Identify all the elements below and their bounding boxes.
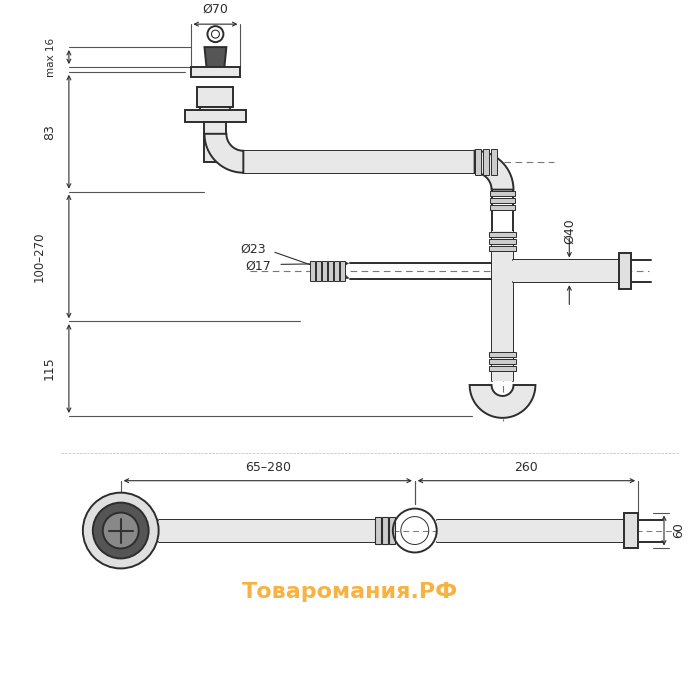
- Bar: [619, 253, 631, 289]
- Bar: [200, 107, 230, 110]
- Polygon shape: [475, 150, 514, 190]
- Bar: [489, 204, 515, 209]
- Bar: [334, 261, 339, 281]
- Text: Ø17: Ø17: [245, 260, 271, 273]
- Bar: [328, 261, 333, 281]
- Bar: [389, 517, 395, 545]
- Bar: [310, 261, 315, 281]
- Polygon shape: [204, 47, 226, 67]
- Bar: [624, 512, 638, 549]
- Bar: [185, 110, 246, 122]
- Bar: [491, 149, 496, 175]
- Bar: [482, 149, 489, 175]
- Text: 83: 83: [43, 124, 56, 140]
- Bar: [316, 261, 321, 281]
- Bar: [491, 232, 514, 381]
- Text: 100–270: 100–270: [33, 231, 46, 281]
- Bar: [489, 246, 517, 251]
- Bar: [159, 519, 380, 542]
- Circle shape: [83, 493, 159, 568]
- Bar: [190, 67, 240, 77]
- Text: 115: 115: [43, 356, 56, 380]
- Text: Товаромания.РФ: Товаромания.РФ: [242, 582, 458, 602]
- Bar: [489, 239, 517, 244]
- Bar: [514, 260, 619, 282]
- Bar: [489, 366, 517, 371]
- Text: 65–280: 65–280: [245, 461, 290, 474]
- Circle shape: [103, 512, 139, 549]
- Text: max 16: max 16: [46, 38, 56, 76]
- Bar: [375, 517, 381, 545]
- Bar: [489, 232, 517, 237]
- Polygon shape: [204, 134, 244, 173]
- Bar: [322, 261, 327, 281]
- Bar: [437, 519, 629, 542]
- Bar: [489, 359, 517, 364]
- Polygon shape: [470, 385, 536, 418]
- Bar: [489, 197, 515, 202]
- Text: 60: 60: [672, 523, 685, 538]
- Text: Ø40: Ø40: [563, 218, 576, 244]
- Bar: [489, 190, 515, 195]
- Bar: [382, 517, 388, 545]
- Bar: [340, 261, 345, 281]
- Bar: [475, 149, 481, 175]
- Bar: [204, 122, 226, 162]
- Bar: [197, 87, 233, 107]
- Text: Ø23: Ø23: [240, 243, 266, 256]
- Bar: [244, 150, 475, 173]
- Text: Ø70: Ø70: [202, 4, 228, 16]
- Text: 260: 260: [514, 461, 538, 474]
- Circle shape: [93, 503, 148, 559]
- Bar: [489, 352, 517, 357]
